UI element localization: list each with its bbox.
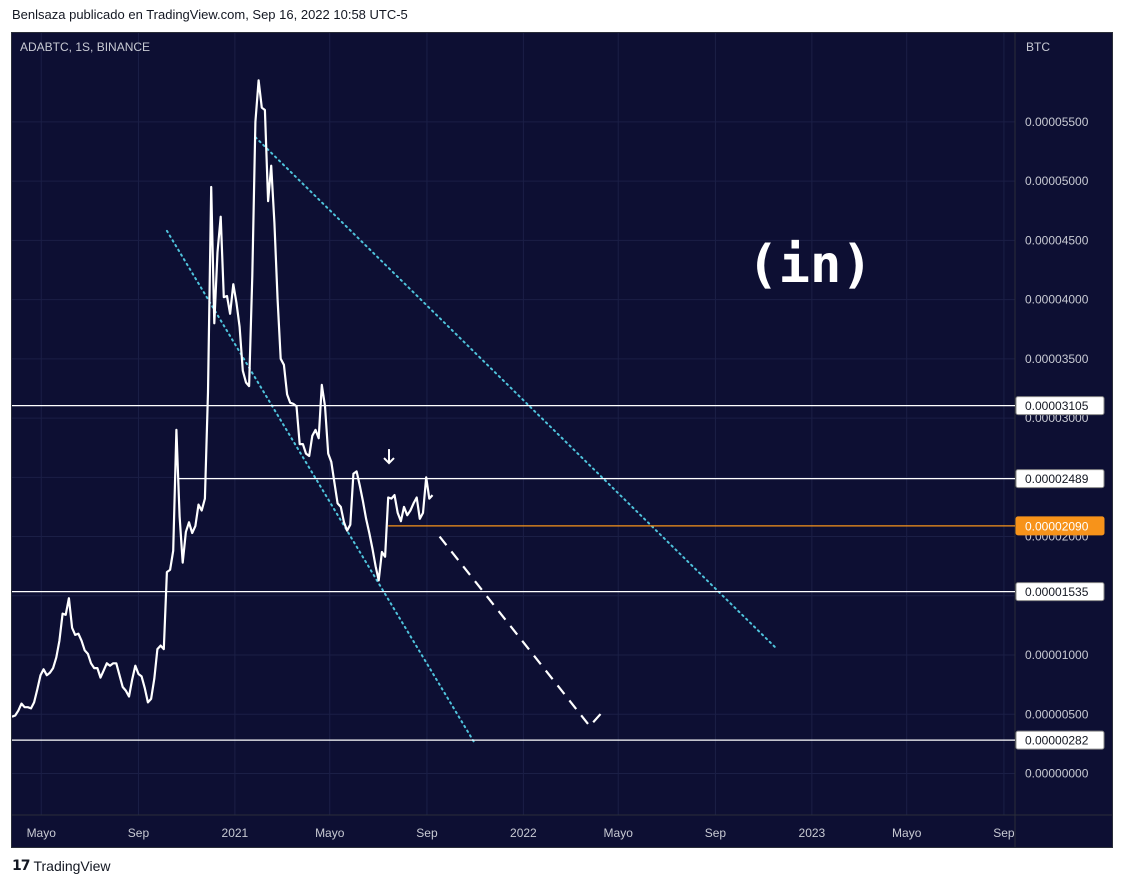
y-tick-label: 0.00005500 [1025, 115, 1089, 129]
x-tick-label: Sep [705, 826, 727, 840]
projection-path [438, 535, 604, 728]
channel-line [165, 229, 477, 745]
y-tick-label: 0.00004500 [1025, 233, 1089, 247]
y-tick-label: 0.00005000 [1025, 174, 1089, 188]
x-tick-label: 2023 [799, 826, 826, 840]
arrow-head [383, 457, 395, 465]
y-tick-label: 0.00003500 [1025, 352, 1089, 366]
x-tick-label: Mayo [315, 826, 345, 840]
x-tick-label: 2022 [510, 826, 537, 840]
price-line [12, 79, 434, 718]
price-level-label: 0.00001535 [1025, 585, 1089, 599]
x-tick-label: 2021 [222, 826, 249, 840]
price-level-tag [1015, 516, 1105, 536]
chart-background [12, 33, 1112, 847]
tradingview-logo-icon: 17 [12, 858, 31, 874]
publish-attribution: Benlsaza publicado en TradingView.com, S… [12, 7, 408, 22]
symbol-label: ADABTC, 1S, BINANCE [20, 40, 151, 54]
price-chart[interactable]: 0.000000000.000005000.000010000.00001500… [12, 33, 1112, 847]
y-tick-label: 0.00000000 [1025, 767, 1089, 781]
y-tick-label: 0.00001000 [1025, 648, 1089, 662]
x-tick-label: Mayo [604, 826, 634, 840]
channel-line [254, 136, 779, 651]
price-level-tag [1015, 469, 1105, 489]
price-level-label: 0.00002489 [1025, 472, 1089, 486]
footer-brand[interactable]: 17 TradingView [12, 858, 111, 874]
x-tick-label: Mayo [27, 826, 57, 840]
x-tick-label: Mayo [892, 826, 922, 840]
y-tick-label: 0.00004000 [1025, 293, 1089, 307]
y-tick-label: 0.00000500 [1025, 707, 1089, 721]
price-level-tag [1015, 730, 1105, 750]
chart-container[interactable]: 0.000000000.000005000.000010000.00001500… [11, 32, 1113, 848]
down-arrow-annotation [383, 449, 395, 465]
price-level-tag [1015, 582, 1105, 602]
price-level-label: 0.00002090 [1025, 519, 1089, 533]
price-level-tag [1015, 396, 1105, 416]
x-tick-label: Sep [416, 826, 438, 840]
x-tick-label: Sep [128, 826, 150, 840]
brand-name: TradingView [33, 858, 111, 874]
watermark-logo: (in) [747, 235, 872, 295]
price-level-label: 0.00003105 [1025, 399, 1089, 413]
price-level-label: 0.00000282 [1025, 734, 1089, 748]
x-tick-label: Sep [993, 826, 1015, 840]
currency-label: BTC [1026, 40, 1050, 54]
